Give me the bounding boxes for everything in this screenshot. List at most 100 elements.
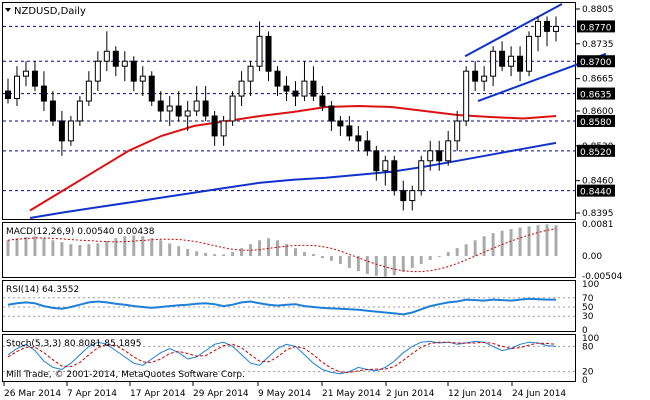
macd-bar xyxy=(51,240,55,257)
candle-body xyxy=(148,75,155,102)
stoch-tick-label: 100 xyxy=(582,334,599,344)
macd-bar xyxy=(132,235,136,257)
macd-bar xyxy=(177,246,181,257)
candle-body xyxy=(238,80,245,97)
candle-body xyxy=(139,75,146,82)
macd-bar xyxy=(527,226,531,257)
candle-body xyxy=(166,105,173,112)
stoch-label: Stoch(5,3,3) 80.8081 85.1895 xyxy=(6,339,141,349)
candle-body xyxy=(499,50,506,67)
candle-body xyxy=(5,90,11,100)
macd-bar xyxy=(249,244,253,257)
candle-body xyxy=(40,85,47,102)
macd-bar xyxy=(186,248,190,257)
macd-bar xyxy=(24,237,28,257)
candle-body xyxy=(310,80,317,97)
candle-body xyxy=(247,65,254,82)
level-label-box xyxy=(577,87,615,100)
candle-body xyxy=(364,140,371,152)
rsi-tick-label: 70 xyxy=(582,294,594,304)
symbol-dropdown-icon[interactable] xyxy=(5,8,11,12)
price-tick-label: 0.8530 xyxy=(582,142,614,152)
macd-bar xyxy=(222,254,226,257)
macd-bar xyxy=(338,256,342,264)
candle-body xyxy=(508,55,515,67)
macd-bar xyxy=(320,256,324,259)
macd-bar xyxy=(15,238,19,257)
level-label: 0.8770 xyxy=(580,23,612,33)
candle-body xyxy=(328,105,335,122)
candle-body xyxy=(400,190,407,202)
moving-average-slow-line xyxy=(29,141,557,219)
candle-body xyxy=(31,70,38,87)
level-label-box xyxy=(577,144,615,157)
level-label: 0.8520 xyxy=(580,148,612,158)
macd-bar xyxy=(356,256,360,272)
candle-body xyxy=(436,150,443,162)
price-tick-label: 0.8395 xyxy=(582,209,614,219)
candle-body xyxy=(85,80,92,102)
level-label: 0.8700 xyxy=(580,58,612,68)
rsi-tick-label: 100 xyxy=(582,280,599,290)
candle-body xyxy=(373,150,380,172)
candle-body xyxy=(301,80,308,97)
macd-bar xyxy=(509,229,513,257)
stoch-tick-label: 80 xyxy=(582,342,594,352)
candle-body xyxy=(229,95,236,122)
macd-bar xyxy=(150,238,154,257)
candle-body xyxy=(184,110,191,117)
macd-bar xyxy=(114,238,118,257)
macd-bar xyxy=(231,252,235,257)
macd-bar xyxy=(446,252,450,257)
macd-bar xyxy=(42,238,46,257)
candle-body xyxy=(481,75,488,82)
date-tick-label: 7 Apr 2014 xyxy=(67,389,117,399)
date-tick-label: 9 May 2014 xyxy=(258,389,311,399)
date-tick-label: 2 Jun 2014 xyxy=(386,389,435,399)
date-axis: 26 Mar 2014 7 Apr 2014 17 Apr 2014 29 Apr 2… xyxy=(3,382,566,399)
price-tick-label: 0.8805 xyxy=(582,5,614,15)
price-tick-label: 0.8460 xyxy=(582,177,614,187)
macd-bar xyxy=(545,224,549,257)
candle-body xyxy=(274,70,281,87)
candle-body xyxy=(220,120,227,137)
candle-body xyxy=(49,100,56,122)
macd-bar xyxy=(500,230,504,257)
macd-bar xyxy=(473,240,477,257)
stoch-d-line xyxy=(7,341,557,373)
macd-bar xyxy=(365,256,369,274)
price-tick-label: 0.8665 xyxy=(582,75,614,85)
candle-body xyxy=(103,50,110,62)
macd-bar xyxy=(284,244,288,257)
candle-body xyxy=(202,100,209,117)
macd-bar xyxy=(419,256,423,264)
candle-body xyxy=(463,70,470,122)
macd-bar xyxy=(518,227,522,257)
macd-bar xyxy=(311,254,315,257)
macd-bar xyxy=(33,236,37,257)
price-tick-label: 0.8735 xyxy=(582,40,614,50)
candle-body xyxy=(22,70,29,77)
main-chart-panel[interactable] xyxy=(2,2,576,220)
macd-bar xyxy=(123,236,127,257)
candle-body xyxy=(355,135,362,142)
stoch-tick-label: 20 xyxy=(582,368,594,378)
rsi-panel[interactable] xyxy=(2,280,576,332)
candle-body xyxy=(76,100,83,122)
candle-body xyxy=(418,160,425,192)
date-tick-label: 29 Apr 2014 xyxy=(193,389,249,399)
price-axis: 0.8770 0.8700 0.8635 0.8580 0.8520 0.8440 0.88… xyxy=(576,5,623,386)
macd-bar xyxy=(437,256,441,258)
rsi-tick-label: 30 xyxy=(582,312,594,322)
macd-bar xyxy=(60,242,64,257)
date-tick-label: 26 Mar 2014 xyxy=(4,389,61,399)
macd-bar xyxy=(347,256,351,268)
candle-body xyxy=(121,60,128,67)
candle-body xyxy=(472,70,479,82)
candle-body xyxy=(445,140,452,162)
stoch-tick-label: 0 xyxy=(582,376,588,386)
macd-bar xyxy=(69,244,73,257)
macd-bar xyxy=(87,244,91,257)
rsi-label: RSI(14) 64.3552 xyxy=(6,285,79,295)
